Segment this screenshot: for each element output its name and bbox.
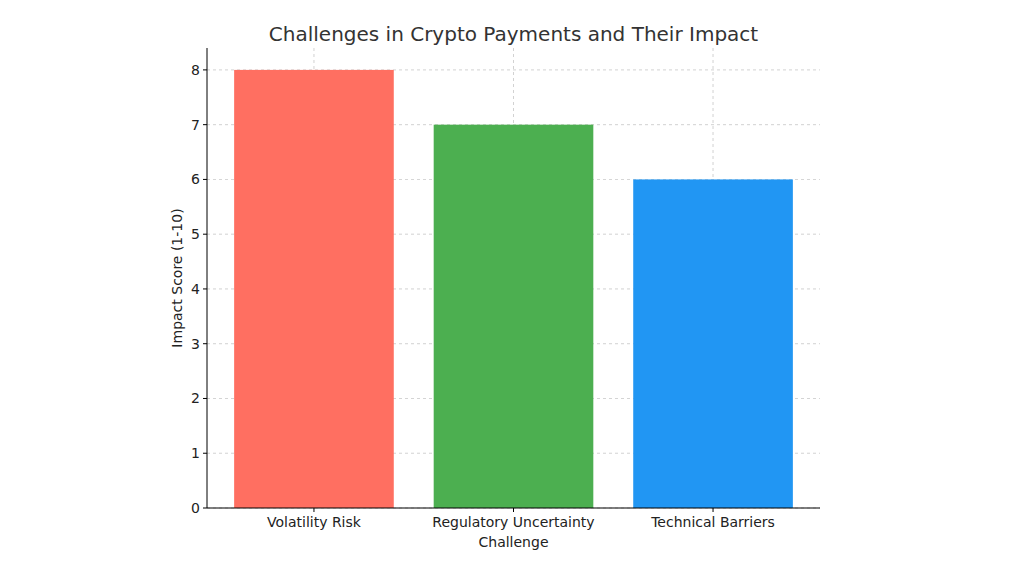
y-tick-label: 1 [191, 445, 200, 461]
x-tick-label: Technical Barriers [650, 514, 775, 530]
chart-title: Challenges in Crypto Payments and Their … [269, 22, 758, 46]
y-tick-label: 8 [191, 62, 200, 78]
y-tick-label: 3 [191, 336, 200, 352]
y-tick-label: 5 [191, 226, 200, 242]
y-tick [203, 453, 207, 454]
y-axis-label: Impact Score (1-10) [169, 208, 185, 347]
y-tick [203, 508, 207, 509]
y-tick-label: 4 [191, 281, 200, 297]
x-tick [713, 508, 714, 512]
bar [434, 125, 594, 508]
x-axis-label: Challenge [479, 534, 549, 550]
y-tick [203, 343, 207, 344]
x-tick-label: Regulatory Uncertainty [432, 514, 594, 530]
bar [633, 179, 793, 508]
y-tick [203, 398, 207, 399]
y-tick [203, 234, 207, 235]
y-tick-label: 0 [191, 500, 200, 516]
y-axis-line [207, 48, 208, 508]
x-tick [313, 508, 314, 512]
y-tick [203, 179, 207, 180]
bars [234, 70, 793, 508]
y-tick [203, 288, 207, 289]
chart: 0 1 2 3 4 5 6 7 8 Volatility Risk Regulatory Uncer… [0, 0, 1024, 576]
y-tick [203, 124, 207, 125]
x-tick-label: Volatility Risk [267, 514, 362, 530]
x-tick [513, 508, 514, 512]
bar [234, 70, 394, 508]
y-tick-label: 6 [191, 171, 200, 187]
y-tick-label: 2 [191, 390, 200, 406]
y-tick [203, 69, 207, 70]
y-tick-label: 7 [191, 117, 200, 133]
